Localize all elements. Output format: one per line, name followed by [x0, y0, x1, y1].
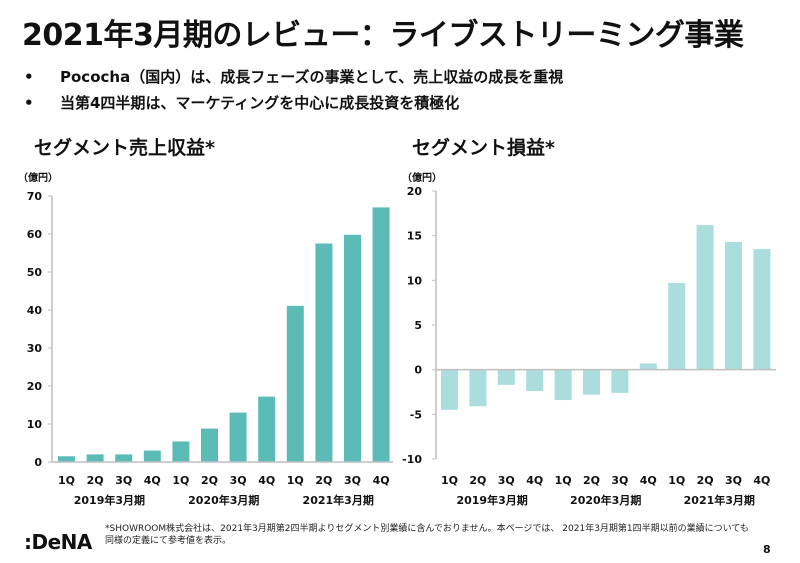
profit-bar: [725, 241, 742, 370]
revenue-x-tick-label: 1Q: [172, 474, 189, 487]
revenue-y-tick-label: 60: [27, 228, 43, 241]
profit-chart-title: セグメント損益*: [412, 137, 555, 159]
bullet-list: • Pococha（国内）は、成長フェーズの事業として、売上収益の成長を重視 • 当…: [24, 64, 563, 116]
profit-y-tick-label: 5: [414, 319, 422, 332]
revenue-x-tick-label: 2Q: [315, 474, 332, 487]
revenue-x-tick-label: 4Q: [144, 474, 161, 487]
profit-group-label: 2020年3月期: [570, 493, 641, 507]
revenue-bar: [58, 456, 75, 462]
revenue-bar: [115, 454, 133, 462]
revenue-bar: [258, 396, 276, 462]
revenue-group-label: 2020年3月期: [188, 493, 259, 507]
revenue-y-tick-label: 30: [27, 342, 43, 355]
profit-bar: [554, 369, 572, 401]
revenue-y-tick-label: 20: [27, 380, 43, 393]
bullet-item: • 当第4四半期は、マーケティングを中心に成長投資を積極化: [24, 90, 563, 116]
revenue-chart: 0 10 20 30 40 50 60 70 1Q 2Q 3Q 4Q 1Q 2Q 3Q 4Q 1Q 2Q 3Q 4Q 2…: [27, 190, 393, 507]
profit-x-tick-label: 1Q: [441, 474, 458, 487]
revenue-bar: [143, 450, 161, 462]
revenue-x-tick-label: 3Q: [115, 474, 132, 487]
profit-x-tick-label: 1Q: [668, 474, 685, 487]
revenue-x-tick-label: 4Q: [373, 474, 390, 487]
profit-group-label: 2021年3月期: [684, 493, 755, 507]
revenue-x-tick-label: 2Q: [201, 474, 218, 487]
profit-x-tick-label: 4Q: [526, 474, 543, 487]
profit-x-tick-label: 3Q: [611, 474, 628, 487]
footnote: *SHOWROOM株式会社は、2021年3月期第2四半期よりセグメント別業績に含…: [105, 524, 749, 546]
profit-y-tick-label: 20: [407, 185, 423, 198]
profit-x-tick-label: 4Q: [753, 474, 770, 487]
bullet-dot: •: [24, 68, 34, 86]
profit-y-tick-label: 15: [407, 230, 422, 243]
profit-unit-label: （億円）: [402, 173, 442, 184]
profit-y-tick-label: -5: [410, 408, 422, 421]
profit-bar: [583, 369, 600, 395]
revenue-x-tick-label: 3Q: [344, 474, 361, 487]
profit-chart: -10 -5 0 5 10 15 20 1Q 2Q 3Q 4Q 1Q 2Q 3Q 4Q 1Q 2Q 3Q 4Q 201…: [402, 185, 776, 507]
profit-group-label: 2019年3月期: [456, 493, 527, 507]
profit-bar: [668, 283, 686, 370]
profit-bar: [441, 369, 458, 410]
bullet-text: Pococha（国内）は、成長フェーズの事業として、売上収益の成長を重視: [60, 68, 564, 86]
revenue-x-tick-label: 3Q: [230, 474, 247, 487]
revenue-y-tick-label: 10: [27, 418, 43, 431]
profit-x-tick-label: 3Q: [725, 474, 742, 487]
bullet-dot: •: [24, 94, 34, 112]
profit-bar: [526, 369, 544, 392]
profit-y-tick-label: -10: [402, 453, 422, 466]
profit-x-tick-label: 3Q: [498, 474, 515, 487]
revenue-bar: [229, 412, 247, 462]
page-title: 2021年3月期のレビュー：ライブストリーミング事業: [22, 18, 744, 53]
revenue-x-tick-label: 1Q: [58, 474, 75, 487]
revenue-bar: [86, 454, 104, 462]
bullet-item: • Pococha（国内）は、成長フェーズの事業として、売上収益の成長を重視: [24, 64, 563, 90]
revenue-x-tick-label: 4Q: [258, 474, 275, 487]
revenue-y-tick-label: 40: [27, 304, 43, 317]
profit-bar: [469, 369, 487, 407]
bullet-text: 当第4四半期は、マーケティングを中心に成長投資を積極化: [60, 94, 460, 112]
revenue-x-tick-label: 1Q: [287, 474, 304, 487]
revenue-bar: [315, 243, 333, 462]
revenue-y-tick-label: 0: [34, 456, 42, 469]
profit-y-tick-label: 0: [414, 364, 422, 377]
profit-x-tick-label: 2Q: [583, 474, 600, 487]
revenue-x-tick-label: 2Q: [87, 474, 104, 487]
revenue-bar: [172, 441, 190, 462]
revenue-group-label: 2021年3月期: [303, 493, 374, 507]
profit-bar: [753, 249, 771, 370]
revenue-bar: [344, 234, 361, 462]
profit-x-tick-label: 2Q: [697, 474, 714, 487]
profit-x-tick-label: 4Q: [640, 474, 657, 487]
revenue-y-tick-label: 70: [27, 190, 43, 203]
page-number: 8: [763, 543, 771, 556]
revenue-y-tick-label: 50: [27, 266, 43, 279]
profit-bar: [639, 363, 657, 370]
profit-bar: [611, 369, 629, 393]
revenue-unit-label: （億円）: [18, 173, 58, 184]
revenue-bar: [372, 207, 390, 462]
profit-y-tick-label: 10: [407, 274, 423, 287]
profit-x-tick-label: 1Q: [555, 474, 572, 487]
profit-bar: [497, 369, 515, 385]
profit-bar: [696, 224, 714, 370]
revenue-bar: [201, 428, 218, 462]
dena-logo: :DeNA: [24, 530, 92, 554]
profit-x-tick-label: 2Q: [469, 474, 486, 487]
revenue-group-label: 2019年3月期: [74, 493, 145, 507]
revenue-bar: [286, 305, 304, 462]
revenue-chart-title: セグメント売上収益*: [34, 137, 215, 159]
